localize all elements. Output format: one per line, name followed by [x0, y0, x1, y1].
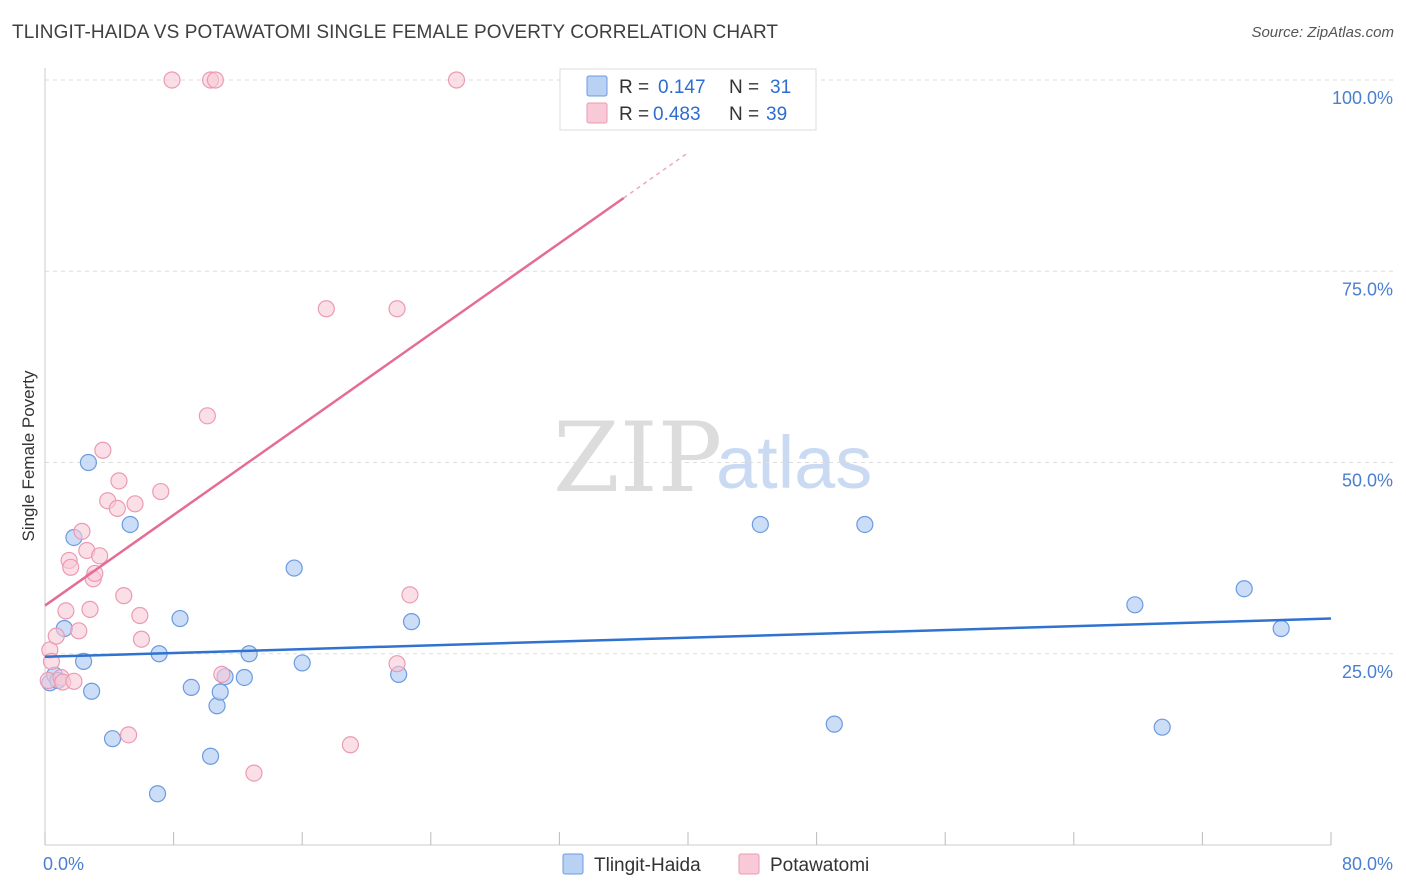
- tlingit-haida-point: [751, 515, 769, 534]
- tlingit-haida-point: [211, 683, 229, 701]
- potawatomi-point: [198, 407, 216, 425]
- bottom-legend-swatch-tlingit-haida: [562, 853, 584, 875]
- potawatomi-point: [86, 564, 104, 583]
- x-tick-labels: 0.0% 80.0%: [43, 854, 1393, 874]
- tlingit-haida-point: [293, 654, 311, 672]
- tlingit-haida-point: [83, 682, 101, 700]
- potawatomi-point: [70, 622, 88, 640]
- potawatomi-point: [108, 499, 126, 517]
- legend-swatch-tlingit-haida: [586, 75, 608, 97]
- tlingit-haida-point: [1235, 580, 1253, 598]
- tlingit-haida-point: [856, 515, 874, 534]
- tlingit-haida-point: [402, 613, 421, 631]
- tlingit-haida-point: [235, 668, 253, 687]
- potawatomi-point: [245, 764, 263, 782]
- potawatomi-point: [447, 71, 466, 89]
- potawatomi-point: [317, 300, 335, 318]
- axes: [44, 68, 1332, 846]
- potawatomi-point: [126, 495, 144, 513]
- chart-title: TLINGIT-HAIDA VS POTAWATOMI SINGLE FEMAL…: [12, 22, 779, 43]
- potawatomi-point: [213, 665, 231, 684]
- x-tick-label: 0.0%: [43, 854, 84, 874]
- tlingit-haida-point: [240, 645, 258, 663]
- watermark-zip: ZIP: [553, 402, 722, 514]
- potawatomi-point: [81, 600, 99, 618]
- tlingit-haida-point: [285, 559, 303, 577]
- potawatomi-point: [115, 587, 133, 605]
- y-axis-label: Single Female Poverty: [19, 370, 38, 542]
- tlingit-haida-point: [171, 609, 189, 628]
- legend: R = 0.147 N = 31 R = 0.483 N = 39: [559, 68, 817, 131]
- tlingit-haida-point: [148, 785, 167, 803]
- potawatomi-point: [94, 441, 112, 459]
- potawatomi-point: [57, 602, 75, 620]
- y-tick-label: 25.0%: [1342, 662, 1393, 682]
- legend-n-label: N =: [729, 77, 759, 98]
- bottom-legend-label-potawatomi: Potawatomi: [770, 855, 869, 876]
- tlingit-haida-trend-line: [44, 617, 1332, 659]
- bottom-legend-swatch-potawatomi: [738, 853, 760, 875]
- potawatomi-point: [91, 547, 109, 565]
- tlingit-haida-point: [1272, 619, 1290, 638]
- legend-n-label: N =: [729, 104, 759, 125]
- gridlines: [45, 79, 1393, 655]
- potawatomi-point: [152, 482, 170, 501]
- potawatomi-trend-line: [44, 196, 625, 607]
- potawatomi-trend-line-extension: [623, 152, 689, 199]
- potawatomi-point: [206, 71, 224, 89]
- tlingit-haida-point: [1126, 596, 1144, 614]
- potawatomi-point: [388, 300, 406, 318]
- y-tick-label: 75.0%: [1342, 279, 1393, 299]
- legend-r-label: R =: [619, 104, 649, 125]
- tlingit-haida-point: [201, 747, 220, 765]
- legend-r-value: 0.483: [653, 104, 701, 125]
- tlingit-haida-point: [103, 730, 122, 748]
- potawatomi-point: [401, 586, 419, 604]
- legend-swatch-potawatomi: [586, 102, 608, 124]
- tlingit-haida-point: [182, 678, 200, 697]
- potawatomi-point: [388, 655, 406, 673]
- potawatomi-point: [62, 558, 80, 576]
- tlingit-haida-point: [74, 652, 93, 671]
- x-tick-label: 80.0%: [1342, 854, 1393, 874]
- potawatomi-point: [163, 71, 181, 89]
- tlingit-haida-point: [79, 453, 98, 472]
- potawatomi-point: [131, 606, 149, 625]
- bottom-legend: Tlingit-Haida Potawatomi: [562, 853, 869, 876]
- trend-lines: [44, 152, 1332, 659]
- tlingit-haida-point: [825, 715, 843, 733]
- legend-r-label: R =: [619, 77, 649, 98]
- tlingit-haida-point: [121, 515, 139, 534]
- legend-n-value: 31: [770, 77, 791, 98]
- potawatomi-point: [341, 736, 360, 754]
- potawatomi-point: [132, 630, 151, 648]
- legend-n-value: 39: [766, 104, 787, 125]
- watermark: ZIP atlas: [553, 402, 872, 514]
- legend-r-value: 0.147: [658, 77, 706, 98]
- y-tick-label: 50.0%: [1342, 471, 1393, 491]
- potawatomi-point: [73, 522, 91, 540]
- tlingit-haida-point: [1153, 718, 1171, 736]
- chart-source: Source: ZipAtlas.com: [1251, 24, 1394, 41]
- y-tick-labels: 25.0% 50.0% 75.0% 100.0%: [1332, 88, 1393, 682]
- potawatomi-point: [119, 726, 138, 744]
- bottom-legend-label-tlingit-haida: Tlingit-Haida: [594, 855, 701, 876]
- y-tick-label: 100.0%: [1332, 88, 1393, 108]
- potawatomi-point: [110, 472, 128, 490]
- potawatomi-point: [47, 627, 65, 645]
- potawatomi-point: [65, 672, 83, 690]
